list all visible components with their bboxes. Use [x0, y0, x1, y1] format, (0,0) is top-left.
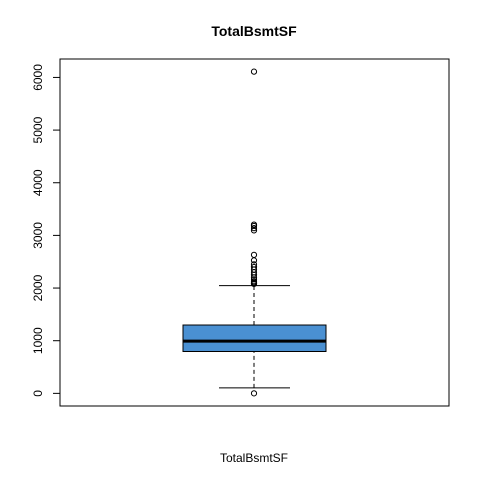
- outlier-point-5: [250, 276, 258, 283]
- outlier-point-18: [250, 68, 258, 75]
- outlier-point-10: [250, 263, 258, 271]
- outlier-point-14: [250, 227, 258, 234]
- outlier-point-13: [250, 251, 258, 258]
- outlier-points: [250, 68, 258, 397]
- outlier-point-17: [250, 221, 258, 228]
- chart-title: TotalBsmtSF: [211, 23, 297, 39]
- outlier-point-15: [250, 225, 258, 232]
- x-axis-label: TotalBsmtSF: [220, 451, 288, 465]
- outlier-point-11: [250, 261, 258, 268]
- y-tick-label-5000: 5000: [31, 116, 45, 143]
- iqr-box: [182, 324, 327, 353]
- outlier-point-4: [250, 278, 258, 285]
- y-tick-label-1000: 1000: [31, 327, 45, 354]
- y-tick-label-2000: 2000: [31, 274, 45, 301]
- y-axis: 0 1000 2000 3000 4000 5000 6000: [31, 64, 61, 397]
- outlier-point-0: [250, 390, 258, 397]
- box-plot: [182, 285, 327, 389]
- y-tick-label-6000: 6000: [31, 64, 45, 91]
- y-tick-label-0: 0: [31, 390, 45, 397]
- y-tick-label-4000: 4000: [31, 169, 45, 196]
- y-tick-label-3000: 3000: [31, 222, 45, 249]
